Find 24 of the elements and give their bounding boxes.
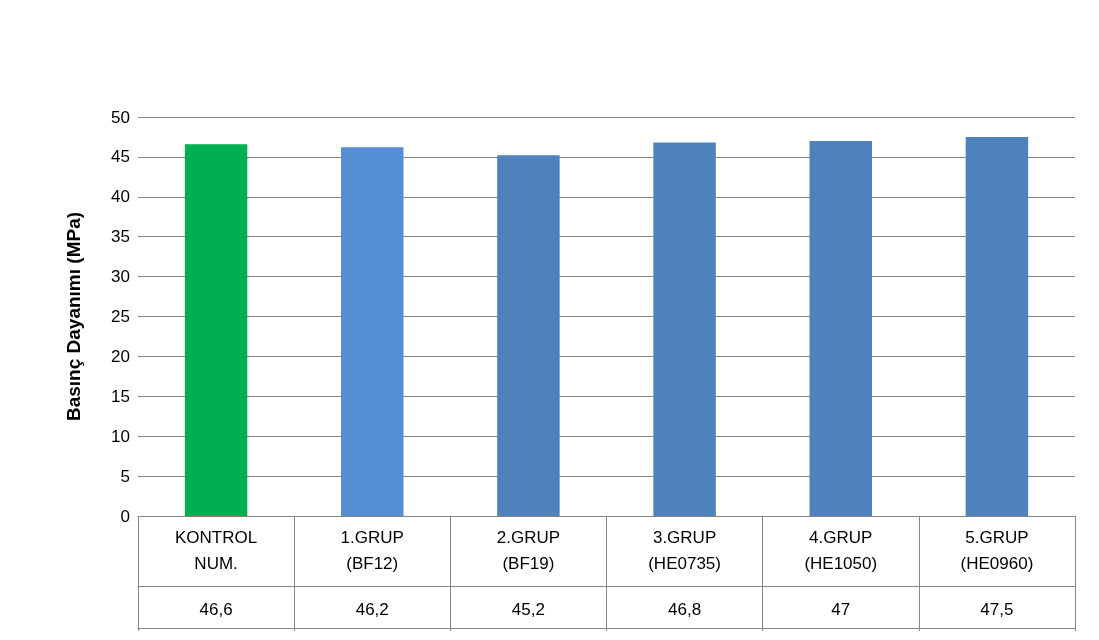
y-tick-label: 20 bbox=[111, 346, 130, 366]
x-tick-label: KONTROL NUM. bbox=[174, 527, 258, 573]
data-label: 46,8 bbox=[668, 600, 702, 619]
y-tick-label: 15 bbox=[111, 386, 130, 406]
data-label: 46,6 bbox=[199, 600, 233, 619]
data-label: 45,2 bbox=[511, 600, 545, 619]
y-axis-title: Basınç Dayanımı (MPa) bbox=[63, 211, 84, 422]
data-label: 47 bbox=[831, 600, 851, 619]
x-tick-label: 2.GRUP (BF19) bbox=[496, 527, 561, 573]
y-tick-label: 25 bbox=[111, 307, 130, 326]
x-tick-label: 4.GRUP (HE1050) bbox=[804, 527, 878, 573]
data-label: 46,2 bbox=[355, 600, 389, 619]
data-label: 47,5 bbox=[980, 600, 1014, 619]
y-tick-label: 0 bbox=[120, 506, 130, 526]
y-tick-label: 35 bbox=[111, 227, 130, 247]
y-tick-label: 30 bbox=[111, 267, 130, 287]
y-tick-label: 5 bbox=[120, 466, 130, 486]
x-tick-label: 3.GRUP (HE0735) bbox=[648, 527, 721, 573]
y-tick-label: 45 bbox=[111, 147, 130, 167]
y-tick-label: 10 bbox=[111, 426, 130, 446]
x-tick-label: 1.GRUP (BF12) bbox=[340, 527, 404, 573]
x-tick-label: 5.GRUP (HE0960) bbox=[960, 527, 1034, 573]
y-tick-label: 50 bbox=[111, 107, 130, 127]
y-tick-label: 40 bbox=[111, 187, 130, 207]
